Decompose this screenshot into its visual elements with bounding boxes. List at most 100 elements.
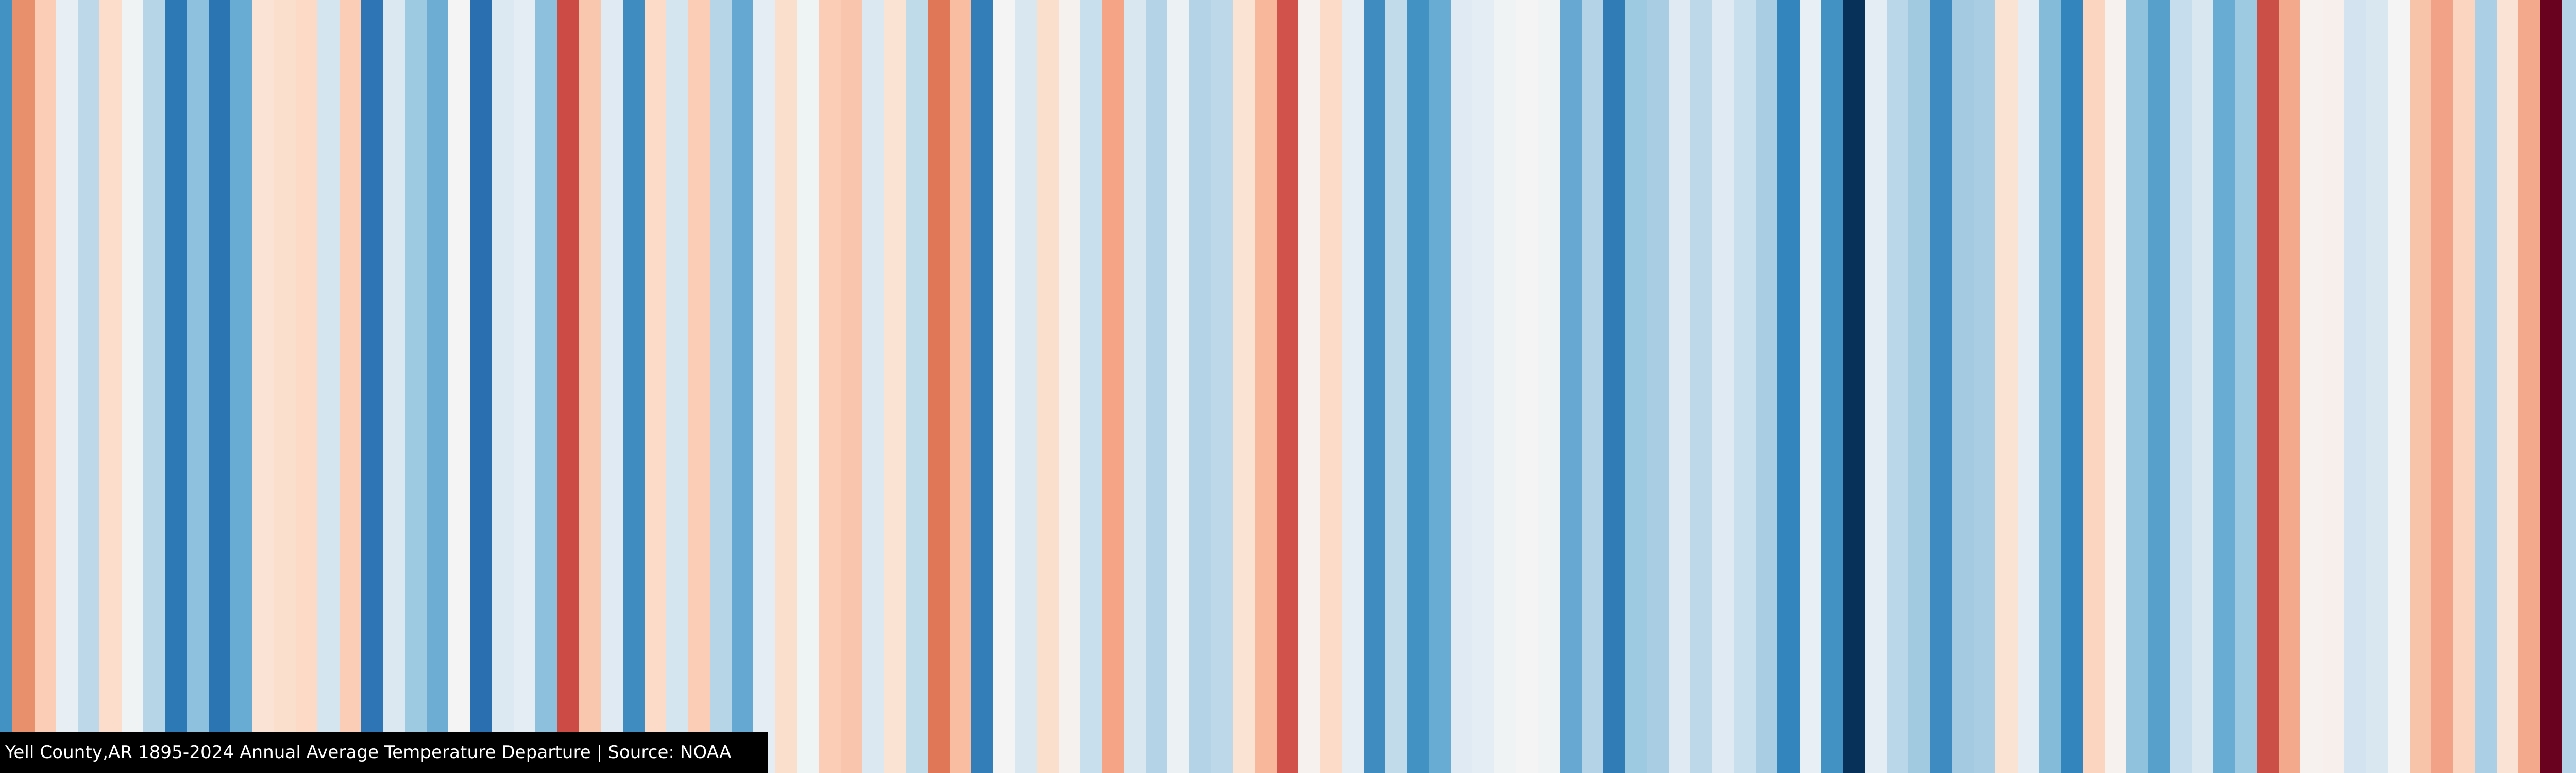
year-stripe (1167, 0, 1190, 773)
year-stripe (492, 0, 514, 773)
year-stripe (56, 0, 78, 773)
year-stripe (1276, 0, 1298, 773)
year-stripe (1298, 0, 1320, 773)
year-stripe (317, 0, 340, 773)
year-stripe (557, 0, 580, 773)
year-stripe (2409, 0, 2432, 773)
year-stripe (1581, 0, 1603, 773)
year-stripe (1472, 0, 1495, 773)
year-stripe (840, 0, 862, 773)
year-stripe (1625, 0, 1647, 773)
year-stripe (1974, 0, 1996, 773)
year-stripe (1037, 0, 1059, 773)
year-stripe (187, 0, 209, 773)
year-stripe (1429, 0, 1451, 773)
year-stripe (2497, 0, 2519, 773)
year-stripe (1865, 0, 1887, 773)
year-stripe (2453, 0, 2475, 773)
year-stripe (2148, 0, 2170, 773)
year-stripe (1799, 0, 1821, 773)
year-stripe (1255, 0, 1277, 773)
year-stripe (1363, 0, 1385, 773)
year-stripe (1560, 0, 1582, 773)
year-stripe (143, 0, 165, 773)
year-stripe (1102, 0, 1124, 773)
year-stripe (993, 0, 1015, 773)
year-stripe (2387, 0, 2410, 773)
year-stripe (2518, 0, 2540, 773)
year-stripe (2017, 0, 2039, 773)
year-stripe (274, 0, 296, 773)
year-stripe (927, 0, 950, 773)
year-stripe (1342, 0, 1364, 773)
year-stripe (1058, 0, 1080, 773)
year-stripe (1014, 0, 1037, 773)
year-stripe (78, 0, 100, 773)
year-stripe (1843, 0, 1865, 773)
year-stripe (121, 0, 144, 773)
year-stripe (2431, 0, 2453, 773)
year-stripe (2126, 0, 2148, 773)
year-stripe (2279, 0, 2301, 773)
year-stripe (1450, 0, 1473, 773)
year-stripe (2322, 0, 2345, 773)
caption-text: Yell County,AR 1895-2024 Annual Average … (5, 742, 732, 763)
year-stripe (208, 0, 231, 773)
year-stripe (339, 0, 362, 773)
year-stripe (1647, 0, 1669, 773)
year-stripe (2562, 0, 2576, 773)
year-stripe (2257, 0, 2279, 773)
year-stripe (99, 0, 122, 773)
year-stripe (296, 0, 318, 773)
year-stripe (0, 0, 13, 773)
year-stripe (601, 0, 623, 773)
year-stripe (796, 0, 819, 773)
year-stripe (1211, 0, 1233, 773)
year-stripe (644, 0, 667, 773)
year-stripe (1232, 0, 1255, 773)
year-stripe (1080, 0, 1103, 773)
year-stripe (906, 0, 928, 773)
year-stripe (688, 0, 710, 773)
year-stripe (2082, 0, 2105, 773)
year-stripe (448, 0, 470, 773)
year-stripe (535, 0, 557, 773)
year-stripe (775, 0, 797, 773)
year-stripe (2061, 0, 2083, 773)
year-stripe (252, 0, 274, 773)
year-stripe (12, 0, 35, 773)
year-stripe (1668, 0, 1691, 773)
year-stripe (1690, 0, 1713, 773)
year-stripe (361, 0, 383, 773)
caption-bar: Yell County,AR 1895-2024 Annual Average … (0, 732, 768, 773)
year-stripe (579, 0, 601, 773)
year-stripe (230, 0, 252, 773)
year-stripe (666, 0, 688, 773)
year-stripe (1777, 0, 1800, 773)
year-stripe (470, 0, 492, 773)
year-stripe (884, 0, 906, 773)
year-stripe (1538, 0, 1560, 773)
year-stripe (622, 0, 645, 773)
year-stripe (1494, 0, 1516, 773)
year-stripe (1385, 0, 1408, 773)
year-stripe (514, 0, 536, 773)
year-stripe (1124, 0, 1146, 773)
year-stripe (1145, 0, 1168, 773)
year-stripe (404, 0, 427, 773)
year-stripe (1930, 0, 1952, 773)
year-stripe (950, 0, 972, 773)
year-stripe (1952, 0, 1974, 773)
year-stripe (2344, 0, 2366, 773)
year-stripe (2191, 0, 2214, 773)
year-stripe (2213, 0, 2235, 773)
year-stripe (426, 0, 449, 773)
year-stripe (1995, 0, 2018, 773)
year-stripe (1821, 0, 1843, 773)
year-stripe (1908, 0, 1930, 773)
year-stripe (1516, 0, 1538, 773)
year-stripe (1712, 0, 1734, 773)
year-stripe (753, 0, 775, 773)
year-stripe (2300, 0, 2323, 773)
